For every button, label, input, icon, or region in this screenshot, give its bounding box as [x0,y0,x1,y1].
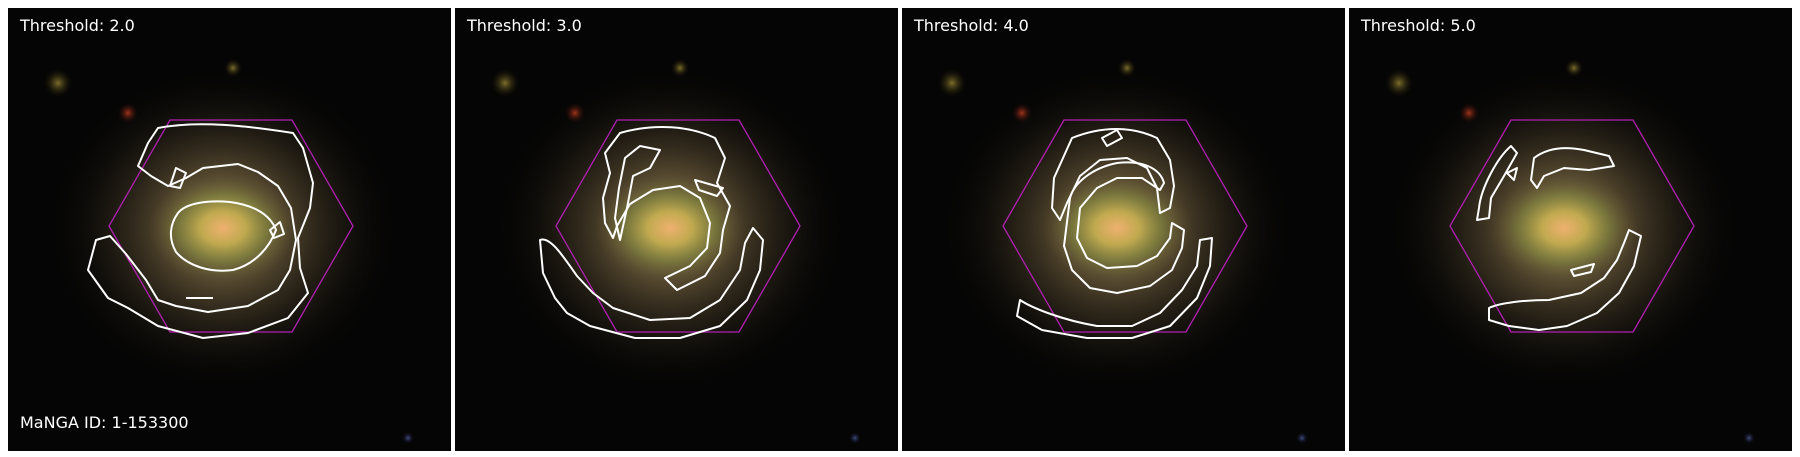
manga-id-label: MaNGA ID: 1-153300 [20,414,189,432]
threshold-label: Threshold: 4.0 [914,17,1029,35]
panel-threshold-4: Threshold: 4.0 [902,8,1345,451]
background-star [491,69,519,97]
panel-threshold-2: Threshold: 2.0 MaNGA ID: 1-153300 [8,8,451,451]
threshold-label: Threshold: 3.0 [467,17,582,35]
background-star [849,432,861,444]
galaxy-core [1489,173,1639,283]
galaxy-image [455,8,898,451]
galaxy-image [8,8,451,451]
background-star [44,69,72,97]
background-star [1743,432,1755,444]
background-star [1385,69,1413,97]
panel-threshold-5: Threshold: 5.0 [1349,8,1792,451]
background-star [1296,432,1308,444]
galaxy-image [902,8,1345,451]
galaxy-image [1349,8,1792,451]
threshold-label: Threshold: 5.0 [1361,17,1476,35]
threshold-label: Threshold: 2.0 [20,17,135,35]
background-star [938,69,966,97]
background-star [402,432,414,444]
panel-threshold-3: Threshold: 3.0 [455,8,898,451]
